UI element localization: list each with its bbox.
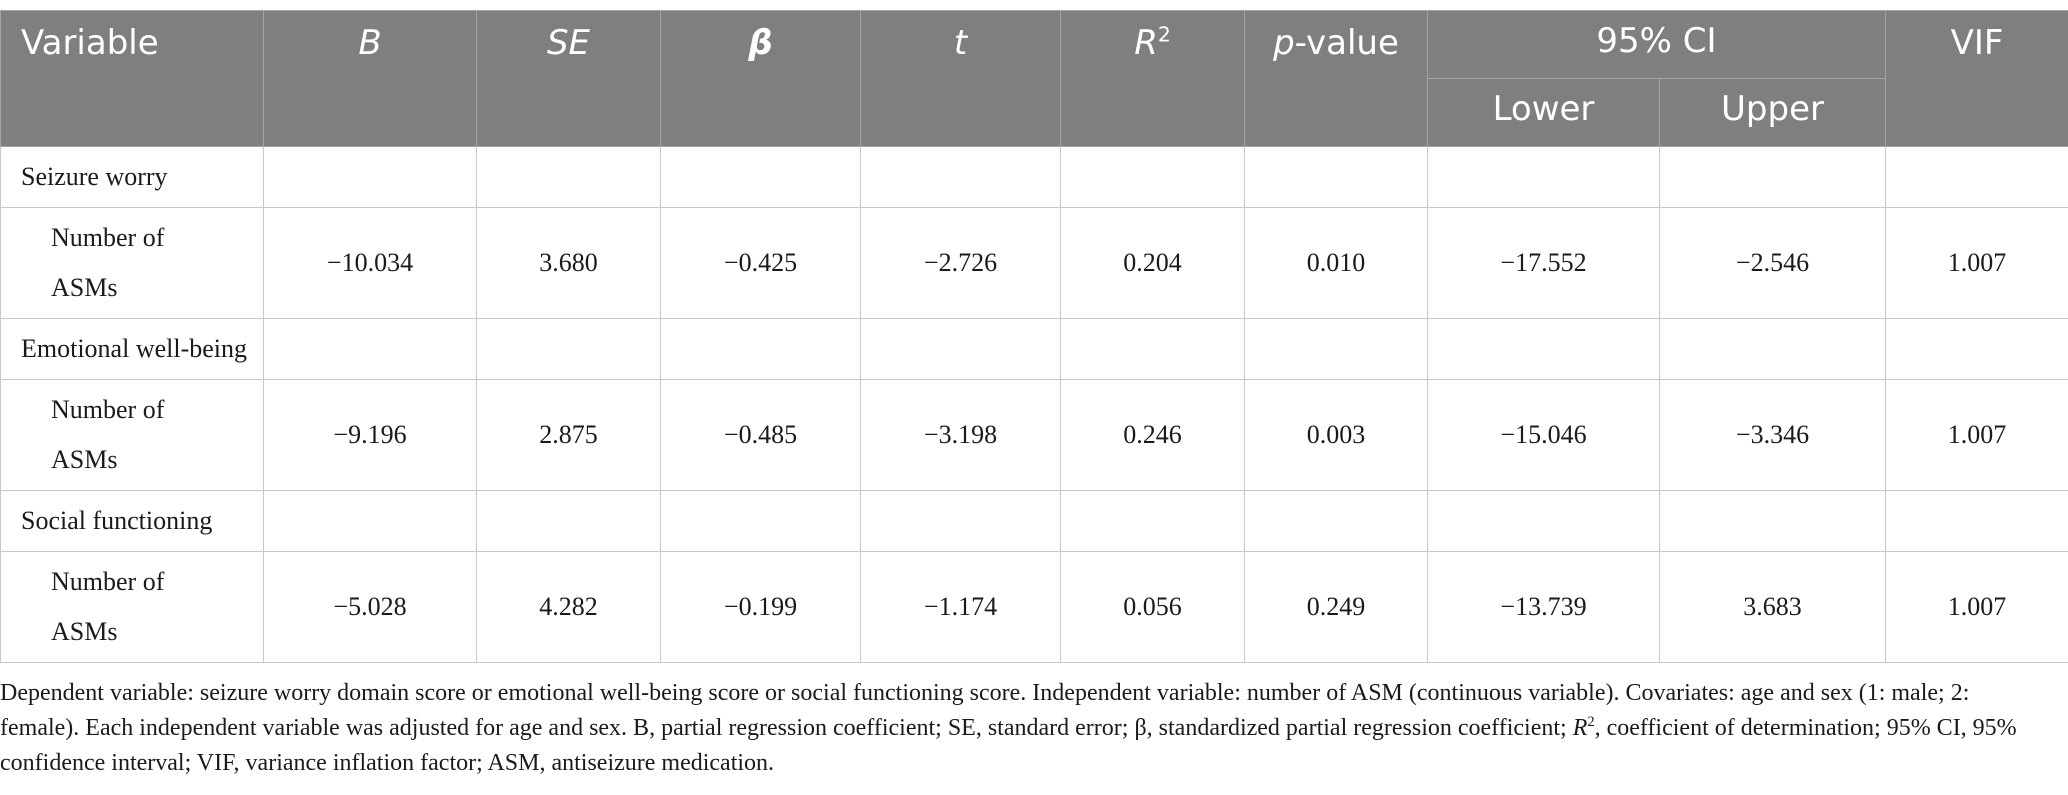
cell-se: 2.875: [476, 379, 661, 491]
cell-se: 4.282: [476, 551, 661, 663]
cell-vif: 1.007: [1885, 207, 2068, 319]
cell-b: −9.196: [263, 379, 477, 491]
table-row: Number of ASMs −5.028 4.282 −0.199 −1.174…: [0, 551, 2068, 663]
section-title: Emotional well-being: [0, 318, 264, 380]
table-header: Variable B SE β t R2 p-value 95% CI VIF …: [0, 10, 2068, 147]
cell-upper: 3.683: [1659, 551, 1886, 663]
row-label-line2: ASMs: [51, 617, 118, 646]
footnote-part2: , coefficient of determination; 95% CI, …: [0, 715, 2017, 776]
footnote-r-italic: R: [1572, 715, 1588, 741]
cell-se: 3.680: [476, 207, 661, 319]
cell-vif: 1.007: [1885, 551, 2068, 663]
header-r-squared: R2: [1060, 10, 1245, 147]
footnote-part1: Dependent variable: seizure worry domain…: [0, 680, 1970, 741]
cell-b: −10.034: [263, 207, 477, 319]
row-label-line1: Number of: [51, 395, 165, 424]
row-label-line2: ASMs: [51, 445, 118, 474]
cell-p: 0.003: [1244, 379, 1428, 491]
section-title: Social functioning: [0, 490, 264, 552]
header-b: B: [263, 10, 477, 147]
header-p-italic: p: [1273, 23, 1295, 63]
cell-p: 0.249: [1244, 551, 1428, 663]
table-row: Number of ASMs −10.034 3.680 −0.425 −2.72…: [0, 207, 2068, 319]
section-row: Seizure worry: [0, 146, 2068, 208]
table-row: Number of ASMs −9.196 2.875 −0.485 −3.198…: [0, 379, 2068, 491]
cell-lower: −13.739: [1427, 551, 1660, 663]
section-row: Social functioning: [0, 490, 2068, 552]
header-ci-lower: Lower: [1427, 78, 1660, 147]
row-label-line1: Number of: [51, 567, 165, 596]
row-label: Number of ASMs: [0, 551, 264, 663]
header-se: SE: [476, 10, 661, 147]
cell-t: −1.174: [860, 551, 1061, 663]
cell-upper: −3.346: [1659, 379, 1886, 491]
footnote-r-sup: 2: [1587, 714, 1595, 730]
header-ci: 95% CI: [1427, 10, 1886, 79]
cell-vif: 1.007: [1885, 379, 2068, 491]
cell-p: 0.010: [1244, 207, 1428, 319]
cell-upper: −2.546: [1659, 207, 1886, 319]
cell-t: −2.726: [860, 207, 1061, 319]
cell-lower: −15.046: [1427, 379, 1660, 491]
header-vif: VIF: [1885, 10, 2068, 147]
cell-beta: −0.199: [660, 551, 861, 663]
cell-beta: −0.485: [660, 379, 861, 491]
header-ci-upper: Upper: [1659, 78, 1886, 147]
cell-r2: 0.204: [1060, 207, 1245, 319]
row-label-line2: ASMs: [51, 273, 118, 302]
cell-beta: −0.425: [660, 207, 861, 319]
header-p-rest: -value: [1294, 23, 1399, 63]
header-t: t: [860, 10, 1061, 147]
section-row: Emotional well-being: [0, 318, 2068, 380]
row-label-line1: Number of: [51, 223, 165, 252]
header-r-base: R: [1134, 23, 1158, 63]
table-body: Seizure worry Number of ASMs −10.034 3.68…: [0, 146, 2068, 663]
header-r-sup: 2: [1157, 22, 1171, 47]
cell-b: −5.028: [263, 551, 477, 663]
cell-r2: 0.246: [1060, 379, 1245, 491]
regression-table: Variable B SE β t R2 p-value 95% CI VIF …: [0, 10, 2068, 663]
section-title: Seizure worry: [0, 146, 264, 208]
table-container: Variable B SE β t R2 p-value 95% CI VIF …: [0, 10, 2068, 663]
cell-lower: −17.552: [1427, 207, 1660, 319]
row-label: Number of ASMs: [0, 207, 264, 319]
cell-r2: 0.056: [1060, 551, 1245, 663]
row-label: Number of ASMs: [0, 379, 264, 491]
header-variable: Variable: [0, 10, 264, 147]
header-beta: β: [660, 10, 861, 147]
cell-t: −3.198: [860, 379, 1061, 491]
header-p-value: p-value: [1244, 10, 1428, 147]
table-footnote: Dependent variable: seizure worry domain…: [0, 676, 2040, 781]
